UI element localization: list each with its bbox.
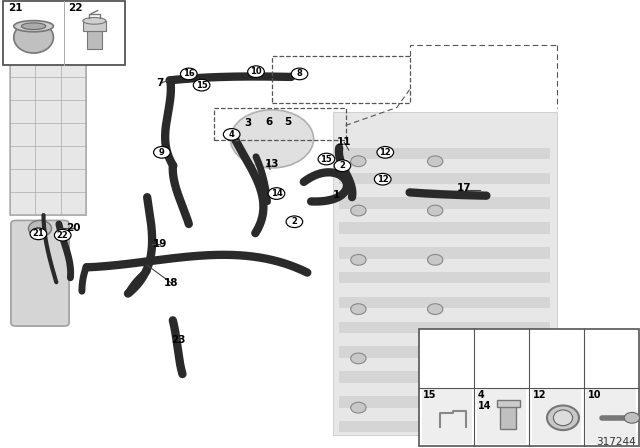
Circle shape xyxy=(291,68,308,80)
Circle shape xyxy=(351,353,366,364)
Text: 20: 20 xyxy=(67,223,81,233)
Circle shape xyxy=(29,220,51,237)
Circle shape xyxy=(624,413,639,423)
Bar xyxy=(339,322,550,333)
Circle shape xyxy=(351,304,366,314)
Text: 8: 8 xyxy=(297,69,302,78)
FancyBboxPatch shape xyxy=(11,220,69,326)
Bar xyxy=(87,30,102,48)
Bar xyxy=(339,198,550,209)
Bar xyxy=(339,421,550,432)
Bar xyxy=(83,21,106,30)
Text: 317244: 317244 xyxy=(596,437,636,447)
Circle shape xyxy=(428,304,443,314)
Bar xyxy=(339,172,550,184)
Text: 14: 14 xyxy=(271,189,282,198)
Text: 15: 15 xyxy=(423,390,436,400)
Text: 17: 17 xyxy=(457,183,471,193)
Bar xyxy=(339,297,550,308)
Circle shape xyxy=(377,146,394,158)
Circle shape xyxy=(428,156,443,167)
Bar xyxy=(339,272,550,284)
Circle shape xyxy=(248,66,264,78)
Bar xyxy=(339,396,550,408)
Text: 4: 4 xyxy=(478,390,484,400)
Text: 12: 12 xyxy=(377,175,388,184)
Circle shape xyxy=(223,129,240,140)
Bar xyxy=(272,56,410,103)
Bar xyxy=(477,389,526,444)
Text: 13: 13 xyxy=(265,159,279,168)
Text: 5: 5 xyxy=(284,117,292,127)
Bar xyxy=(419,329,639,446)
Text: 3: 3 xyxy=(244,118,252,128)
Text: 21: 21 xyxy=(33,229,44,238)
Text: 12: 12 xyxy=(532,390,547,400)
Circle shape xyxy=(351,254,366,265)
Text: 6: 6 xyxy=(265,117,273,127)
Circle shape xyxy=(374,173,391,185)
Text: 11: 11 xyxy=(337,138,351,147)
Bar xyxy=(339,222,550,234)
Text: 7: 7 xyxy=(156,78,164,88)
Text: 10: 10 xyxy=(588,390,601,400)
Text: 12: 12 xyxy=(380,148,391,157)
Text: 4: 4 xyxy=(228,130,235,139)
Circle shape xyxy=(334,160,351,172)
Ellipse shape xyxy=(14,22,54,53)
Bar xyxy=(422,389,472,444)
Bar xyxy=(531,389,581,444)
Bar xyxy=(339,371,550,383)
Bar xyxy=(333,112,557,435)
Text: 18: 18 xyxy=(164,278,179,288)
Circle shape xyxy=(54,229,71,241)
Bar xyxy=(339,148,550,159)
Circle shape xyxy=(268,188,285,199)
Bar xyxy=(586,389,636,444)
Circle shape xyxy=(286,216,303,228)
Text: 10: 10 xyxy=(250,67,262,76)
Text: 2: 2 xyxy=(291,217,298,226)
Text: 1: 1 xyxy=(332,190,340,200)
Ellipse shape xyxy=(14,21,54,32)
Circle shape xyxy=(154,146,170,158)
Circle shape xyxy=(351,156,366,167)
Circle shape xyxy=(351,402,366,413)
Circle shape xyxy=(428,402,443,413)
Circle shape xyxy=(30,228,47,240)
Circle shape xyxy=(318,153,335,165)
Bar xyxy=(339,247,550,258)
Text: 14: 14 xyxy=(478,401,492,411)
Ellipse shape xyxy=(554,410,573,426)
Bar xyxy=(500,405,516,429)
Bar xyxy=(497,400,520,407)
Circle shape xyxy=(428,205,443,216)
Text: 16: 16 xyxy=(183,69,195,78)
Ellipse shape xyxy=(22,23,46,30)
Circle shape xyxy=(428,353,443,364)
Text: 22: 22 xyxy=(68,3,83,13)
Text: 22: 22 xyxy=(57,231,68,240)
Text: 15: 15 xyxy=(196,81,207,90)
Circle shape xyxy=(428,254,443,265)
Ellipse shape xyxy=(83,17,106,24)
Bar xyxy=(214,108,346,140)
Circle shape xyxy=(351,205,366,216)
Text: 9: 9 xyxy=(159,148,164,157)
Ellipse shape xyxy=(547,405,579,430)
Text: 23: 23 xyxy=(171,336,185,345)
Text: 15: 15 xyxy=(321,155,332,164)
Text: 19: 19 xyxy=(153,239,167,249)
Bar xyxy=(10,31,86,215)
Circle shape xyxy=(230,110,314,168)
Circle shape xyxy=(193,79,210,91)
Text: 21: 21 xyxy=(8,3,22,13)
Bar xyxy=(3,1,125,65)
Bar xyxy=(339,346,550,358)
Text: 2: 2 xyxy=(339,161,346,170)
Circle shape xyxy=(180,68,197,80)
